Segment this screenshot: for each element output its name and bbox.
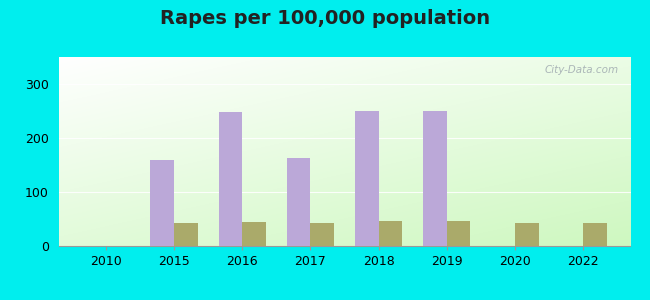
Bar <box>447 221 471 246</box>
Bar <box>150 160 174 246</box>
Bar <box>378 221 402 246</box>
Bar <box>218 112 242 246</box>
Bar <box>355 111 378 246</box>
Bar <box>242 222 266 246</box>
Text: City-Data.com: City-Data.com <box>545 64 619 75</box>
Bar <box>422 111 447 246</box>
Bar <box>583 223 606 246</box>
Text: Rapes per 100,000 population: Rapes per 100,000 population <box>160 9 490 28</box>
Bar <box>515 223 539 246</box>
Bar <box>311 223 334 246</box>
Bar <box>287 158 311 246</box>
Bar <box>174 223 198 246</box>
